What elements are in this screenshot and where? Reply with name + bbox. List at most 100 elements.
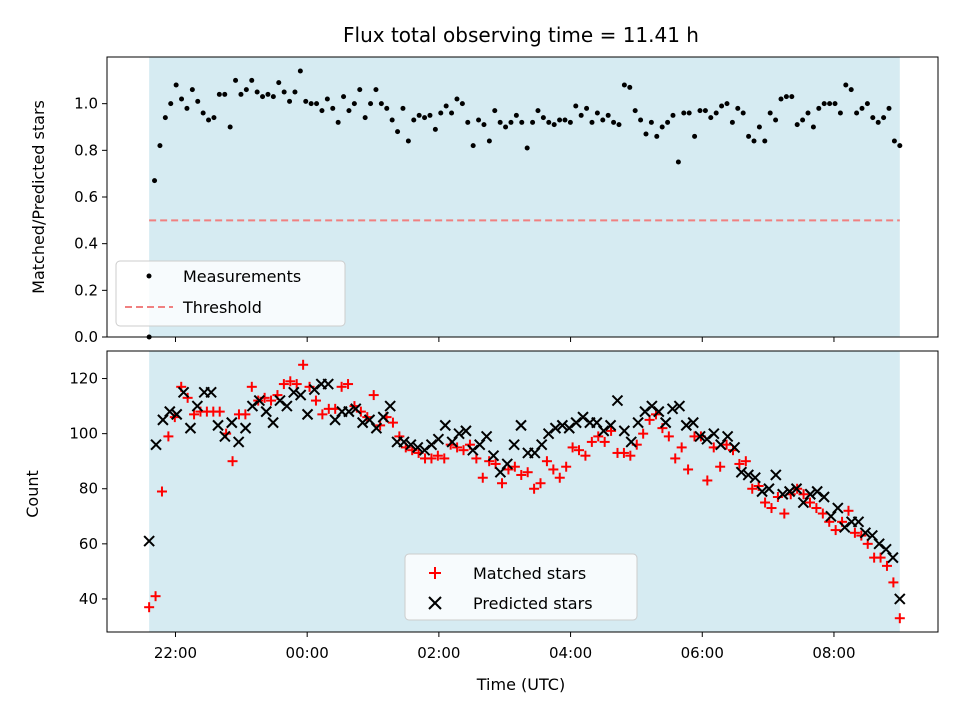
measurement-point	[200, 110, 206, 116]
measurement-point	[292, 89, 298, 95]
predicted-star-point	[350, 403, 362, 415]
measurement-point	[227, 124, 233, 130]
measurement-point	[611, 119, 617, 125]
predicted-star-point	[618, 425, 631, 437]
matched-star-point	[593, 431, 604, 442]
legend-label-matched-stars: Matched stars	[473, 564, 586, 583]
measurement-point	[881, 115, 887, 121]
matched-star-point	[881, 560, 892, 571]
measurement-point	[751, 138, 757, 144]
y-tick-label: 80	[79, 480, 98, 498]
predicted-star-point	[721, 430, 734, 443]
measurement-point	[195, 98, 201, 104]
matched-star-point	[189, 409, 200, 420]
matched-star-point	[432, 450, 443, 461]
measurement-point	[222, 91, 228, 97]
bottom-legend: Matched stars Predicted stars	[404, 553, 638, 621]
measurement-point	[778, 96, 784, 102]
predicted-star-point	[777, 488, 789, 500]
measurement-point	[476, 117, 482, 123]
measurement-point	[238, 91, 244, 97]
measurement-point	[589, 119, 595, 125]
measurement-point	[816, 105, 822, 111]
measurement-point	[216, 91, 222, 97]
predicted-star-point	[281, 400, 293, 412]
measurement-point	[659, 124, 665, 130]
matched-star-point	[804, 497, 815, 508]
predicted-star-point	[460, 425, 472, 437]
predicted-star-point	[556, 419, 569, 432]
measurement-point	[330, 105, 336, 111]
measurement-point	[384, 105, 390, 111]
legend-label-measurements: Measurements	[183, 267, 301, 286]
matched-star-point	[477, 472, 488, 483]
legend-label-predicted-stars: Predicted stars	[473, 594, 593, 613]
measurement-point	[670, 112, 676, 118]
predicted-star-point	[150, 438, 162, 451]
measurement-point	[346, 108, 352, 114]
matched-star-point	[567, 442, 578, 453]
measurement-point	[827, 101, 833, 107]
predicted-star-point	[790, 483, 803, 495]
predicted-star-point	[398, 436, 410, 448]
measurement-point	[206, 117, 212, 123]
measurement-point	[265, 91, 271, 97]
measurement-point	[789, 94, 795, 100]
measurement-point	[373, 87, 379, 93]
matched-star-point	[574, 445, 585, 456]
matched-star-point	[875, 552, 886, 563]
measurement-point	[233, 77, 239, 83]
measurement-point	[897, 143, 903, 149]
matched-star-point	[541, 456, 552, 467]
matched-star-point	[278, 379, 289, 390]
measurement-point	[422, 115, 428, 121]
matched-star-point	[817, 508, 828, 519]
measurement-point	[832, 101, 838, 107]
measurement-point	[438, 110, 444, 116]
measurement-point	[870, 115, 876, 121]
predicted-star-point	[212, 419, 224, 432]
predicted-star-point	[604, 419, 617, 432]
measurement-point	[411, 117, 417, 123]
measurement-point	[719, 103, 725, 109]
measurement-point	[443, 103, 449, 109]
measurement-point	[735, 105, 741, 111]
predicted-star-point	[143, 535, 155, 547]
measurement-point	[162, 115, 168, 121]
measurement-point	[643, 131, 649, 137]
measurement-point	[432, 126, 438, 132]
measurement-point	[546, 119, 552, 125]
predicted-star-point	[894, 593, 906, 605]
predicted-star-point	[535, 438, 548, 451]
measurement-point	[287, 98, 293, 104]
predicted-star-point	[170, 408, 183, 421]
x-tick-label: 22:00	[154, 644, 197, 662]
measurement-point	[449, 110, 455, 116]
predicted-star-point	[253, 394, 266, 407]
predicted-star-point	[501, 458, 513, 470]
measurement-point	[708, 115, 714, 121]
measurement-point	[508, 119, 514, 125]
measurement-point	[211, 115, 217, 121]
legend-marker-matched-stars	[429, 567, 441, 579]
measurement-point	[724, 101, 730, 107]
measurement-point	[837, 110, 843, 116]
matched-star-point	[586, 436, 597, 447]
predicted-star-point	[659, 416, 672, 429]
matched-star-point	[336, 381, 347, 392]
matched-star-point	[798, 489, 809, 500]
matched-star-point	[779, 508, 790, 519]
measurement-point	[308, 101, 314, 107]
measurement-point	[632, 108, 638, 114]
predicted-star-point	[356, 416, 369, 429]
measurement-point	[567, 119, 573, 125]
predicted-star-point	[205, 386, 217, 399]
y-tick-label: 0.8	[74, 141, 98, 159]
matched-star-point	[156, 486, 167, 497]
predicted-star-point	[405, 438, 417, 451]
measurement-point	[249, 77, 255, 83]
measurement-point	[762, 138, 768, 144]
measurement-point	[697, 108, 703, 114]
y-tick-label: 40	[79, 590, 98, 608]
